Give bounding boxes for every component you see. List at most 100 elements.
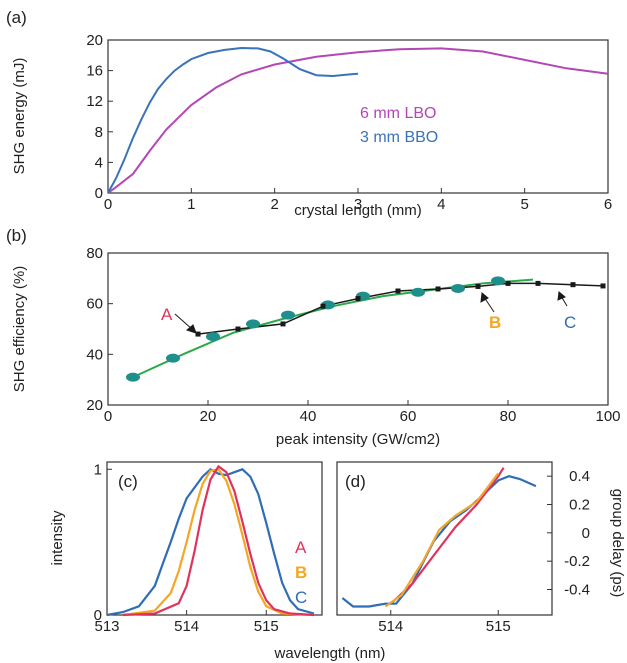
x-tick-label: 515 [254,618,279,635]
panel-a-ylabel: SHG energy (mJ) [11,58,28,175]
x-tick-label: 20 [200,408,217,425]
panel-b-label: (b) [6,226,27,245]
panel-b-xlabel: peak intensity (GW/cm2) [276,431,440,448]
data-point-square [235,326,241,332]
x-tick-label: 5 [520,196,528,213]
y-tick-label: 40 [86,346,103,363]
x-tick-label: 1 [187,196,195,213]
series-lbo-line [107,47,609,194]
annotation-C: C [564,313,576,332]
legend-c-A: A [295,538,307,557]
data-point-square [600,283,606,289]
y-tick-label: 20 [86,32,103,49]
y-tick-label: 0 [95,185,103,202]
x-tick-label: 3 [354,196,362,213]
x-tick-label: 4 [437,196,445,213]
panel-d-series [341,467,537,608]
x-tick-label: 514 [174,618,199,635]
x-tick-label: 0 [104,196,112,213]
legend-bbo: 3 mm BBO [360,129,438,146]
panel-c-ylabel: intensity [49,510,66,566]
y-tick-label: 80 [86,245,103,262]
y-tick-label: 0 [94,607,102,624]
data-point-square [535,280,541,286]
panel-b-frame [107,252,609,406]
x-tick-label: 80 [500,408,517,425]
y-tick-label: -0.4 [564,582,590,599]
x-tick-label: 0 [104,408,112,425]
data-point-square [505,280,511,286]
x-tick-label: 6 [604,196,612,213]
x-tick-label: 514 [378,618,403,635]
data-point-square [570,282,576,288]
panel-c-frame [106,461,323,616]
x-tick-label: 60 [400,408,417,425]
panel-d: (d) 514 515 0.4 0.2 0 -0.2 -0.4 group delay (p… [336,461,626,635]
legend-lbo: 6 mm LBO [360,105,436,122]
data-point-square [195,331,201,337]
panel-d-frame [336,461,553,616]
y-tick-label: 60 [86,296,103,313]
data-point-oval [411,287,425,297]
x-tick-label: 513 [94,618,119,635]
y-tick-label: -0.2 [564,553,590,570]
arrow-A-head [185,324,197,334]
panel-a-series [107,46,609,194]
data-point-oval [206,332,220,342]
legend-c-C: C [295,588,307,607]
panel-b-series [126,276,606,382]
panel-d-ticks: 514 515 0.4 0.2 0 -0.2 -0.4 [378,468,590,635]
x-tick-label: 100 [595,408,620,425]
data-point-square [395,288,401,294]
y-tick-label: 4 [95,154,103,171]
series-bbo-line [107,46,359,194]
panel-b-ylabel: SHG efficiency (%) [11,266,28,392]
panel-d-label: (d) [345,472,366,491]
x-tick-label: 515 [486,618,511,635]
annotation-B: B [489,313,501,332]
arrow-C-head [557,291,566,301]
panel-a-label: (a) [6,8,27,27]
data-point-oval [281,310,295,320]
series-c-C-line [106,467,315,617]
series-c-A-line [122,464,315,617]
arrow-B-head [480,292,489,303]
shared-xlabel-cd: wavelength (nm) [274,645,386,662]
panel-c-series [106,464,315,617]
series-c-B-line [122,468,315,617]
panel-a-xlabel: crystal length (mm) [294,202,422,219]
y-tick-label: 0.2 [569,497,590,514]
panel-d-ylabel: group delay (ps) [609,489,626,597]
x-tick-label: 40 [300,408,317,425]
data-point-square [320,303,326,309]
legend-c-B: B [295,563,307,582]
y-tick-label: 0 [582,525,590,542]
data-point-oval [166,353,180,363]
data-point-oval [491,276,505,286]
data-point-oval [246,319,260,329]
data-point-square [355,296,361,302]
data-point-square [475,283,481,289]
x-tick-label: 2 [270,196,278,213]
data-point-oval [126,372,140,382]
panel-c-ticks: 513 514 515 0 1 [94,461,279,635]
y-tick-label: 0.4 [569,468,590,485]
annotation-A: A [161,305,173,324]
data-point-oval [451,283,465,293]
series-d-A-line [390,467,505,605]
series-d-B-line [384,472,500,608]
panel-c: (c) 513 514 515 0 1 intensity A B C [49,461,323,635]
y-tick-label: 20 [86,397,103,414]
data-point-square [435,286,441,292]
data-point-square [280,321,286,327]
y-tick-label: 16 [86,63,103,80]
y-tick-label: 12 [86,93,103,110]
panel-a-frame [107,39,609,194]
series-d-C-line [341,475,537,608]
y-tick-label: 1 [94,461,102,478]
